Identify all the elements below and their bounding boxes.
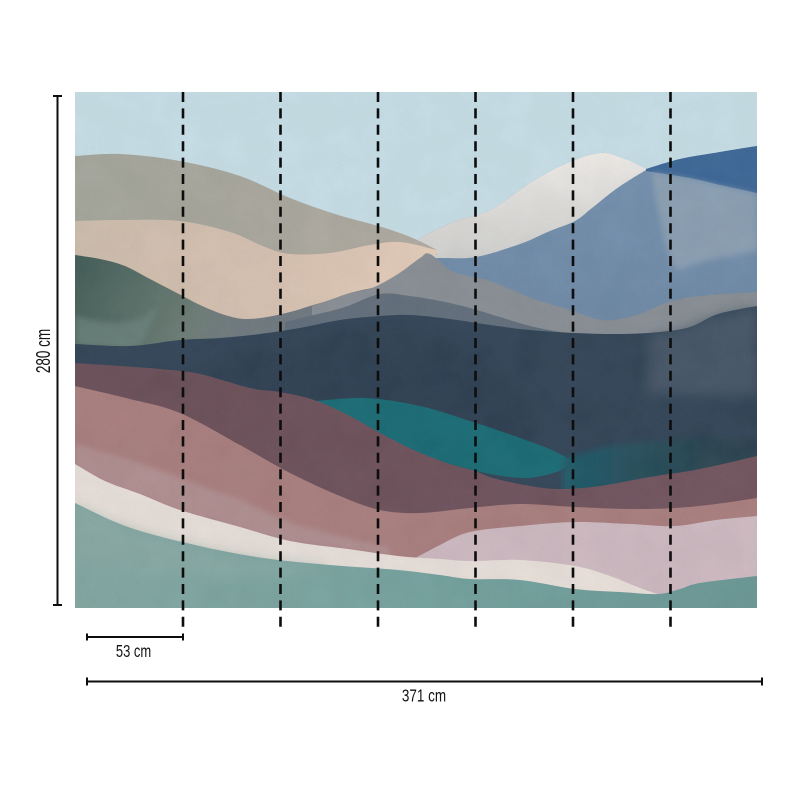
svg-text:280 cm: 280 cm [31,329,55,373]
svg-text:371 cm: 371 cm [402,687,446,706]
svg-text:53 cm: 53 cm [116,642,151,662]
